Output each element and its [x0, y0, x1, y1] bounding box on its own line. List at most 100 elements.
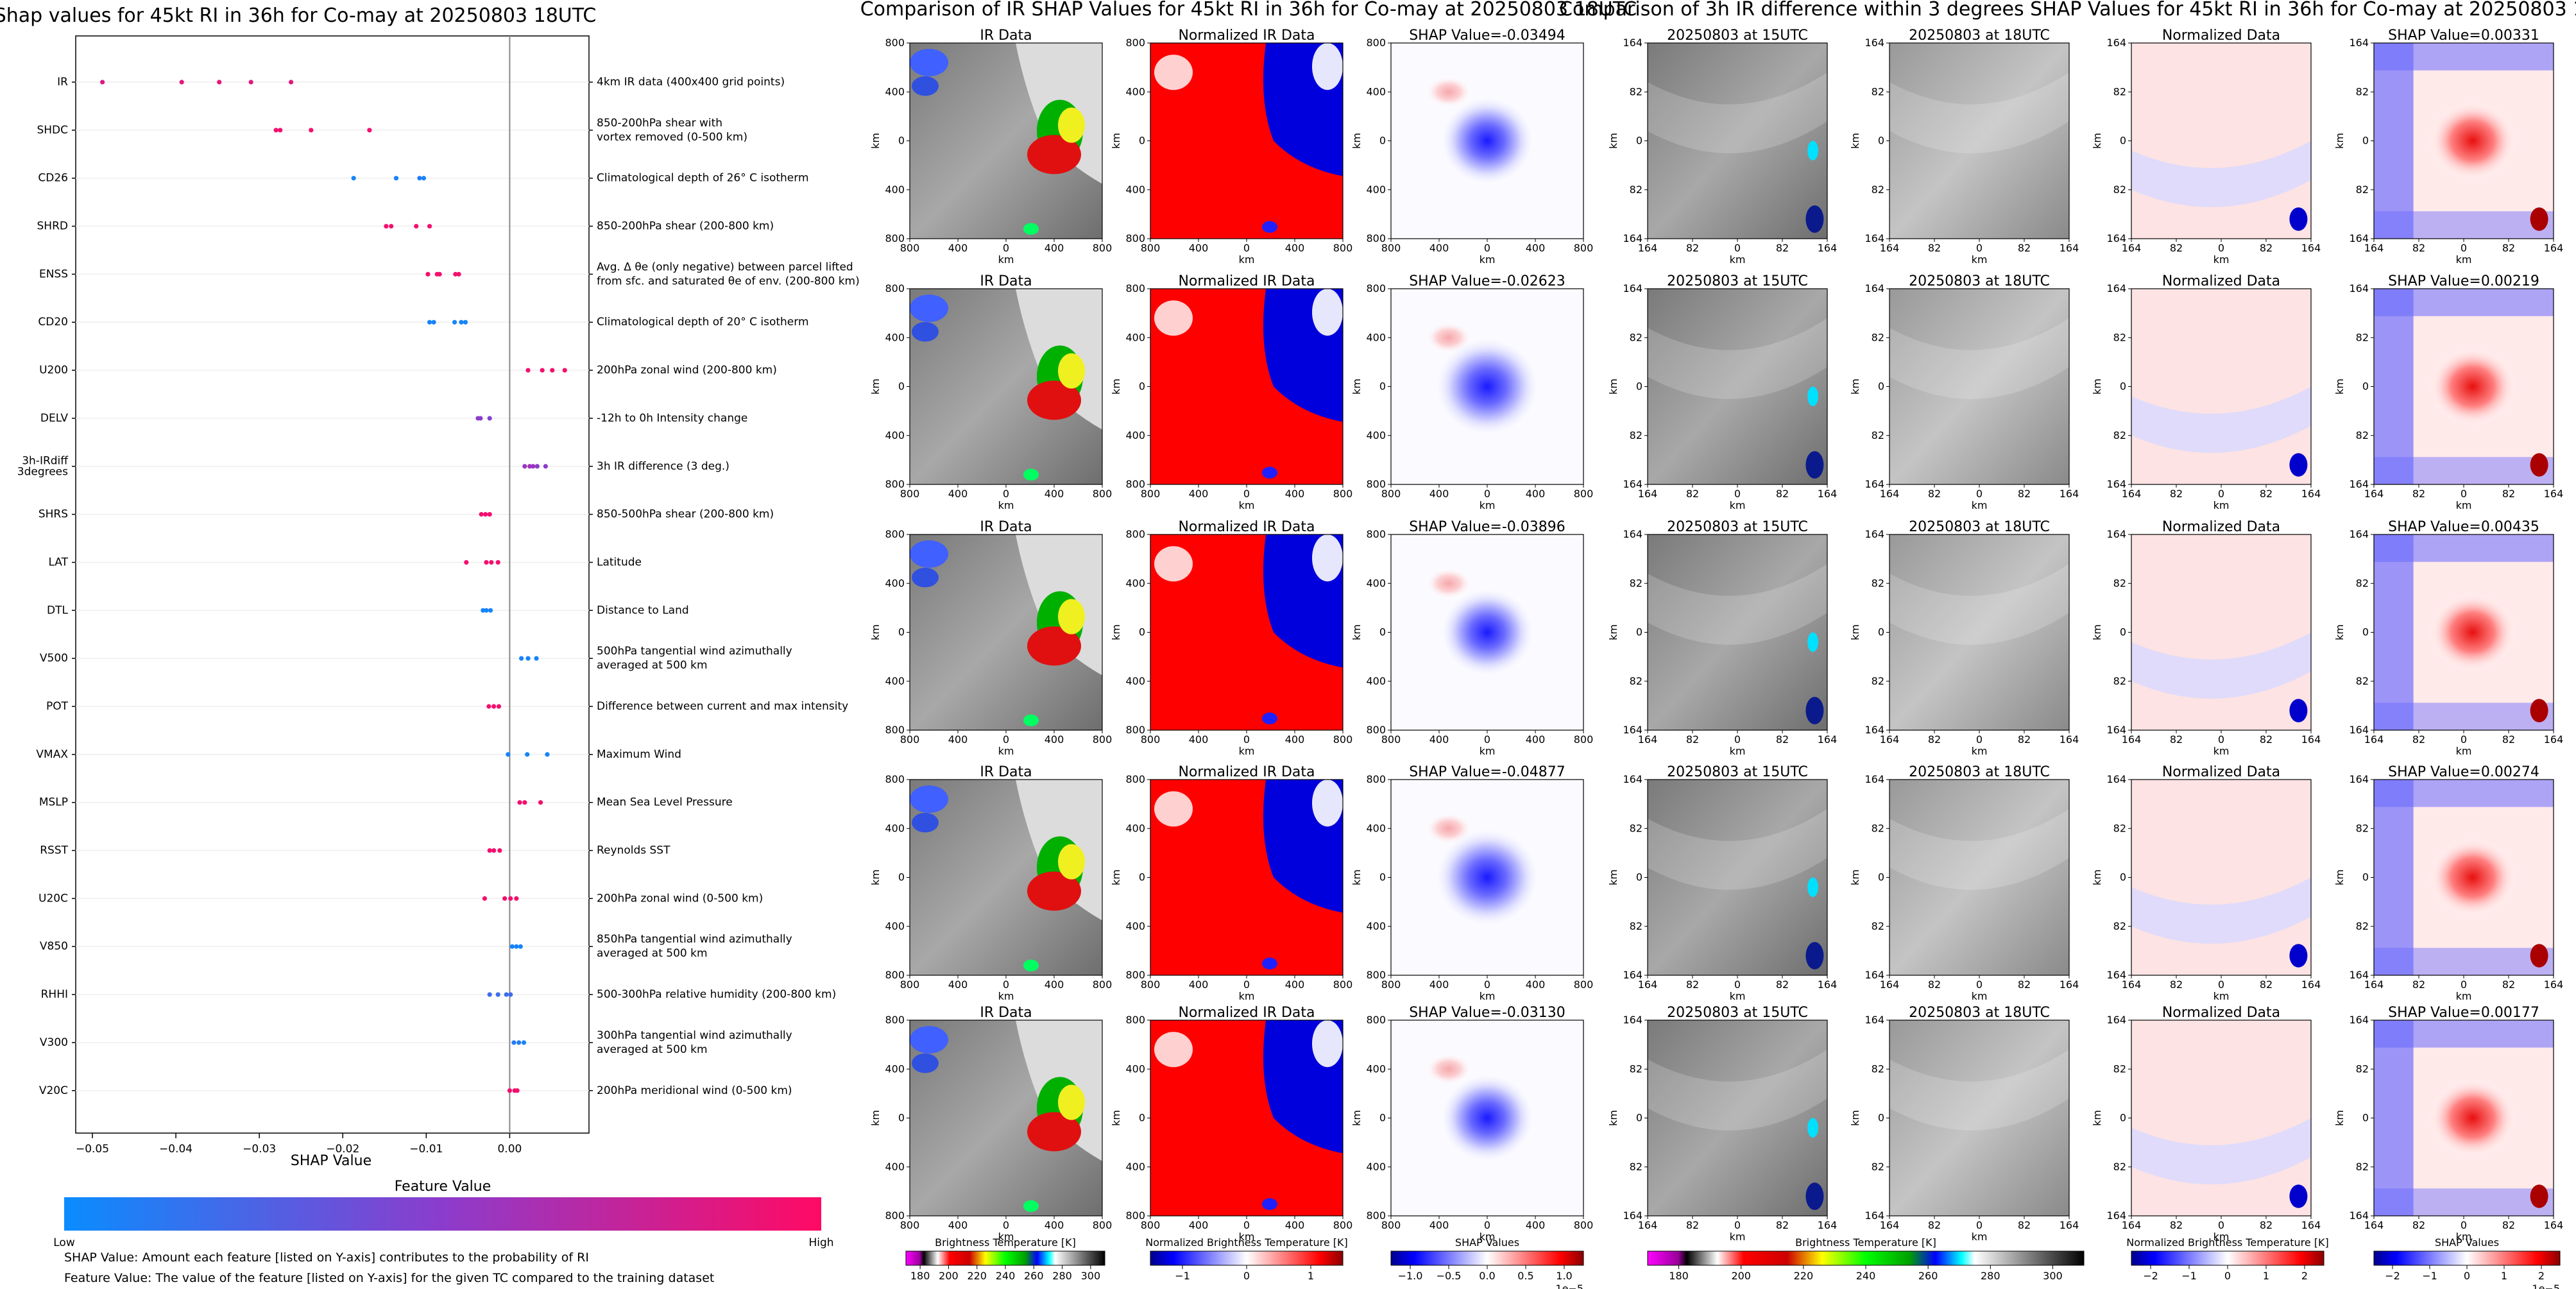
colorbar-tick-label: −1 — [2181, 1270, 2197, 1282]
shap-point — [100, 80, 105, 85]
img-y-tick-label: 400 — [1366, 184, 1386, 196]
center-subplot: Normalized IR Data8008004004000040040080… — [1110, 764, 1352, 1002]
img-y-tick-label: 0 — [1878, 871, 1884, 884]
img-x-tick-label: 400 — [1285, 242, 1305, 254]
img-x-tick-label: 800 — [1381, 978, 1401, 991]
img-x-tick-label: 82 — [2502, 1219, 2515, 1231]
img-x-tick-label: 400 — [1189, 488, 1209, 500]
ir-diff-band — [1889, 808, 2069, 890]
shap-point — [479, 512, 484, 517]
feature-description: 500hPa tangential wind azimuthally averag… — [597, 645, 792, 672]
shap-point — [179, 80, 184, 85]
img-x-tick-label: 0 — [2218, 978, 2224, 991]
shap-point — [427, 223, 432, 229]
img-y-tick-label: 0 — [898, 380, 905, 393]
img-x-tick-label: 0 — [2461, 733, 2467, 746]
feature-name: V20C — [39, 1084, 68, 1097]
subplot-title: Normalized Data — [2162, 1005, 2280, 1021]
subplot-title: Normalized IR Data — [1178, 28, 1315, 44]
norm-diff-spot — [2289, 1184, 2308, 1208]
colorbar-offset: 1e−5 — [2532, 1283, 2560, 1289]
colorbar-tick-label: −1.0 — [1398, 1270, 1423, 1282]
img-y-tick-label: 400 — [885, 822, 905, 834]
norm-diff-image-bg — [2131, 534, 2311, 730]
img-x-label: km — [1480, 1231, 1496, 1243]
ir-diff-image-bg — [1648, 780, 1827, 975]
img-y-tick-label: 800 — [885, 1014, 905, 1026]
img-x-tick-label: 0 — [2218, 733, 2224, 746]
right-subplot: Normalized Data1641648282008282164164kmk… — [2091, 519, 2321, 757]
colorbar-label: SHAP Values — [1455, 1236, 1519, 1249]
img-x-tick-label: 164 — [2060, 733, 2079, 746]
img-y-tick-label: 164 — [1864, 1014, 1884, 1026]
colorbar-strip — [1647, 1251, 2085, 1266]
norm-small-blue — [1262, 712, 1277, 724]
norm-small-blue — [1262, 466, 1277, 479]
subplot-title: 20250803 at 18UTC — [1909, 28, 2050, 44]
feature-colorbar-title: Feature Value — [395, 1179, 491, 1195]
img-x-tick-label: 800 — [1574, 733, 1594, 746]
img-y-tick-label: 82 — [2356, 1063, 2369, 1075]
x-tick-label: −0.03 — [243, 1143, 276, 1156]
img-y-tick-label: 0 — [2362, 871, 2369, 884]
colorbar-strip — [905, 1251, 1105, 1266]
center-subplot: Normalized IR Data8008004004000040040080… — [1110, 519, 1352, 757]
img-y-tick-label: 82 — [1630, 822, 1642, 834]
img-y-tick-label: 164 — [1623, 232, 1642, 244]
feature-name: V300 — [40, 1036, 68, 1049]
img-y-tick-label: 0 — [898, 135, 905, 147]
ir-diff-band — [1889, 563, 2069, 645]
img-x-tick-label: 800 — [900, 1219, 920, 1231]
feature-name: DTL — [47, 604, 68, 617]
img-y-tick-label: 800 — [1366, 969, 1386, 981]
img-x-tick-label: 400 — [1285, 733, 1305, 746]
img-y-tick-label: 800 — [1366, 37, 1386, 49]
shap-diff-bottom-edge — [2374, 948, 2554, 975]
colorbar-tick-label: 0 — [2224, 1270, 2231, 1282]
img-x-tick-label: 164 — [1638, 733, 1658, 746]
ir-diff-image-bg — [1648, 1020, 1827, 1216]
ir-diff-band — [1648, 72, 1827, 153]
colorbar-label: SHAP Values — [2435, 1236, 2499, 1249]
img-y-tick-label: 82 — [1630, 920, 1642, 932]
colorbar: SHAP Values −1.0 −0.5 0.0 0.5 1.01e−5 — [1390, 1236, 1584, 1289]
colorbar-tick-label: 200 — [1731, 1270, 1751, 1282]
img-x-tick-label: 0 — [1484, 978, 1490, 991]
note-shap-value: SHAP Value: Amount each feature [listed … — [64, 1251, 589, 1265]
subplot-title: SHAP Value=-0.03494 — [1409, 28, 1565, 44]
feature-description: Climatological depth of 26° C isotherm — [597, 172, 809, 185]
img-x-tick-label: 800 — [1574, 1219, 1594, 1231]
shap-point — [389, 223, 394, 229]
img-y-label: km — [1849, 869, 1861, 885]
img-x-tick-label: 82 — [1686, 978, 1699, 991]
img-y-tick-label: 800 — [885, 1209, 905, 1222]
colorbar-offset: 1e−5 — [1555, 1283, 1583, 1289]
shap-point — [496, 704, 502, 709]
feature-description: 200hPa meridional wind (0-500 km) — [597, 1084, 792, 1097]
img-x-tick-label: 164 — [2301, 978, 2321, 991]
colorbar-label: Brightness Temperature [K] — [1795, 1236, 1936, 1249]
colorbar-label: Normalized Brightness Temperature [K] — [2126, 1236, 2329, 1249]
img-y-tick-label: 82 — [1872, 920, 1884, 932]
img-x-tick-label: 800 — [900, 733, 920, 746]
img-x-tick-label: 82 — [2170, 978, 2183, 991]
shap-negative-blob — [1438, 95, 1536, 187]
img-y-tick-label: 164 — [2106, 478, 2126, 490]
img-x-tick-label: 0 — [1243, 1219, 1250, 1231]
shap-diff-left-edge — [2374, 1020, 2414, 1216]
ir-diff-shap-colorbars: Brightness Temperature [K]180 200 220 240 26… — [1647, 1236, 2561, 1289]
norm-light-patch — [1154, 1032, 1193, 1068]
img-x-tick-label: 0 — [1976, 1219, 1983, 1231]
img-y-tick-label: 82 — [1872, 675, 1884, 687]
norm-diff-image-bg — [2131, 780, 2311, 975]
feature-name: ENSS — [39, 268, 68, 280]
img-x-label: km — [2213, 990, 2230, 1002]
ir-diff-cold-spot — [1807, 1118, 1819, 1138]
img-y-tick-label: 82 — [1872, 184, 1884, 196]
img-y-label: km — [2091, 133, 2103, 149]
img-y-tick-label: 164 — [1623, 282, 1642, 295]
img-y-tick-label: 164 — [2106, 1014, 2126, 1026]
img-y-tick-label: 0 — [1636, 380, 1642, 393]
img-x-tick-label: 400 — [1189, 242, 1209, 254]
img-y-tick-label: 164 — [2349, 37, 2369, 49]
